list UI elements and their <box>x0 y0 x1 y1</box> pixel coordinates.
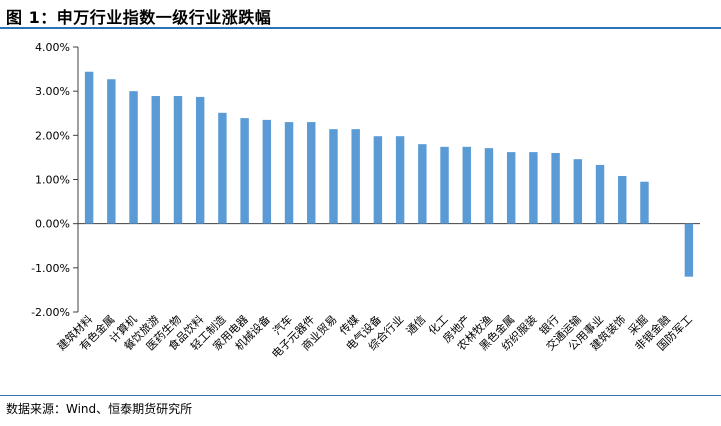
bar <box>84 71 94 224</box>
bar <box>262 119 272 224</box>
source-note: 数据来源：Wind、恒泰期货研究所 <box>6 402 193 416</box>
bar <box>373 136 383 224</box>
y-tick-label: -1.00% <box>31 262 70 275</box>
bar <box>351 129 360 224</box>
y-tick-label: 4.00% <box>35 41 70 54</box>
bar <box>307 122 316 224</box>
bar <box>173 96 183 224</box>
bar <box>462 146 471 224</box>
page-title: 图 1：申万行业指数一级行业涨跌幅 <box>6 8 272 27</box>
bar <box>529 152 538 224</box>
y-tick-label: 1.00% <box>35 174 70 187</box>
bar <box>151 96 160 224</box>
bar-chart: 4.00%3.00%2.00%1.00%0.00%-1.00%-2.00%建筑材… <box>31 41 700 361</box>
bar <box>195 96 205 224</box>
bar <box>107 79 116 224</box>
bar <box>284 122 294 224</box>
bar <box>418 144 427 224</box>
bar <box>440 146 449 224</box>
bar <box>595 164 605 224</box>
bar <box>551 153 560 224</box>
y-tick-label: 3.00% <box>35 85 70 98</box>
bar <box>484 148 494 224</box>
bar <box>506 152 516 224</box>
source-divider <box>0 395 721 396</box>
title-divider <box>0 27 721 29</box>
bar <box>329 129 338 224</box>
bar <box>129 91 138 224</box>
bar <box>684 223 694 277</box>
bar <box>618 175 627 224</box>
y-tick-label: 0.00% <box>35 218 70 231</box>
bar <box>218 112 227 224</box>
y-tick-label: -2.00% <box>31 306 70 319</box>
title-bar: 图 1：申万行业指数一级行业涨跌幅 <box>0 0 721 29</box>
bar <box>240 118 249 224</box>
x-tick-label: 通信 <box>404 313 429 338</box>
chart-container: 4.00% 3.00% 2.00% 1.00% 0.00% -1.00% -2.00% 建筑材… <box>0 30 721 394</box>
bar <box>395 136 405 224</box>
y-tick-label: 2.00% <box>35 129 70 142</box>
bar <box>640 181 649 224</box>
bar <box>573 159 583 224</box>
